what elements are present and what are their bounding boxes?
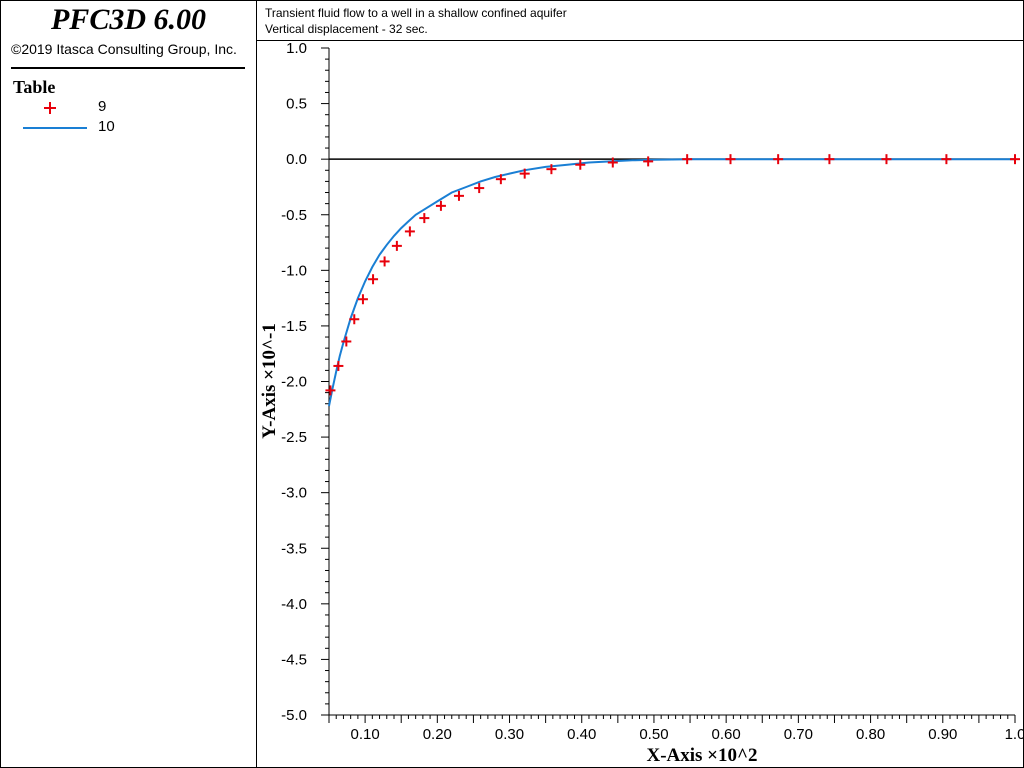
app-title: PFC3D 6.00	[50, 3, 206, 36]
y-tick-label: -4.0	[281, 596, 307, 613]
chart-subtitle: Vertical displacement - 32 sec.	[265, 22, 428, 36]
data-point-9	[1010, 154, 1020, 165]
legend-item-10: 10	[21, 118, 221, 136]
data-point-9	[404, 226, 415, 237]
legend-panel: PFC3D 6.00 ©2019 Itasca Consulting Group…	[1, 1, 257, 767]
y-tick-label: -3.5	[281, 540, 307, 557]
x-tick-label: 0.20	[423, 726, 452, 743]
data-point-9	[546, 164, 557, 175]
series-lines	[328, 158, 1015, 407]
x-tick-label: 0.80	[856, 726, 885, 743]
x-tick-label: 0.70	[784, 726, 813, 743]
x-tick-label: 1.0	[1005, 726, 1023, 743]
y-tick-label: -2.5	[281, 429, 307, 446]
x-tick-label: 0.60	[712, 726, 741, 743]
data-point-9	[368, 274, 379, 285]
sidebar-divider	[11, 67, 245, 69]
data-point-9	[824, 154, 835, 165]
y-tick-label: -5.0	[281, 707, 307, 724]
x-tick-label: 0.50	[639, 726, 668, 743]
legend-label-9: 9	[98, 98, 107, 115]
data-point-9	[325, 385, 336, 396]
series-line-10	[328, 158, 1015, 407]
data-point-9	[682, 154, 693, 165]
data-point-9	[419, 213, 430, 224]
x-axis-title: X-Axis ×10^2	[646, 745, 757, 766]
y-tick-label: -1.5	[281, 318, 307, 335]
data-point-9	[881, 154, 892, 165]
data-point-9	[453, 190, 464, 201]
data-point-9	[643, 156, 654, 167]
data-point-9	[379, 256, 390, 267]
data-point-9	[941, 154, 952, 165]
data-point-9	[519, 168, 530, 179]
data-point-9	[575, 159, 586, 170]
y-tick-label: -2.0	[281, 374, 307, 391]
data-point-9	[341, 336, 352, 347]
data-point-9	[725, 154, 736, 165]
x-tick-label: 0.30	[495, 726, 524, 743]
legend-label-10: 10	[98, 118, 115, 135]
ticks: 1.0 0.5 0.0 -0.5 -1.0 -1.5 -2.0 -2.5 -3.0 -3.5 -4.…	[281, 41, 1023, 743]
data-point-9	[607, 157, 618, 168]
y-tick-label: 0.0	[286, 151, 307, 168]
chart-header: Transient fluid flow to a well in a shal…	[257, 1, 1023, 41]
plot-area: 1.0 0.5 0.0 -0.5 -1.0 -1.5 -2.0 -2.5 -3.0 -3.5 -4.…	[259, 41, 1023, 766]
x-tick-label: 0.90	[928, 726, 957, 743]
data-point-9	[435, 200, 446, 211]
data-point-9	[773, 154, 784, 165]
data-point-9	[333, 360, 344, 371]
data-point-9	[357, 294, 368, 305]
y-tick-label: -3.0	[281, 485, 307, 502]
x-tick-label: 0.40	[567, 726, 596, 743]
data-point-9	[474, 183, 485, 194]
y-axis-title: Y-Axis ×10^-1	[259, 323, 280, 439]
axes	[328, 48, 1015, 716]
legend-title: Table	[13, 77, 56, 97]
series-markers	[325, 154, 1020, 396]
y-tick-label: 0.5	[286, 96, 307, 113]
legend-item-9: 9	[21, 98, 221, 116]
data-point-9	[349, 314, 360, 325]
data-point-9	[391, 240, 402, 251]
data-point-9	[495, 174, 506, 185]
x-tick-label: 0.10	[351, 726, 380, 743]
y-tick-label: -4.5	[281, 651, 307, 668]
y-tick-label: -1.0	[281, 262, 307, 279]
y-tick-label: 1.0	[286, 41, 307, 57]
y-tick-label: -0.5	[281, 207, 307, 224]
chart-title: Transient fluid flow to a well in a shal…	[265, 6, 567, 20]
plus-marker-icon	[44, 102, 56, 114]
copyright-text: ©2019 Itasca Consulting Group, Inc.	[11, 41, 237, 57]
line-marker-icon	[23, 127, 87, 129]
